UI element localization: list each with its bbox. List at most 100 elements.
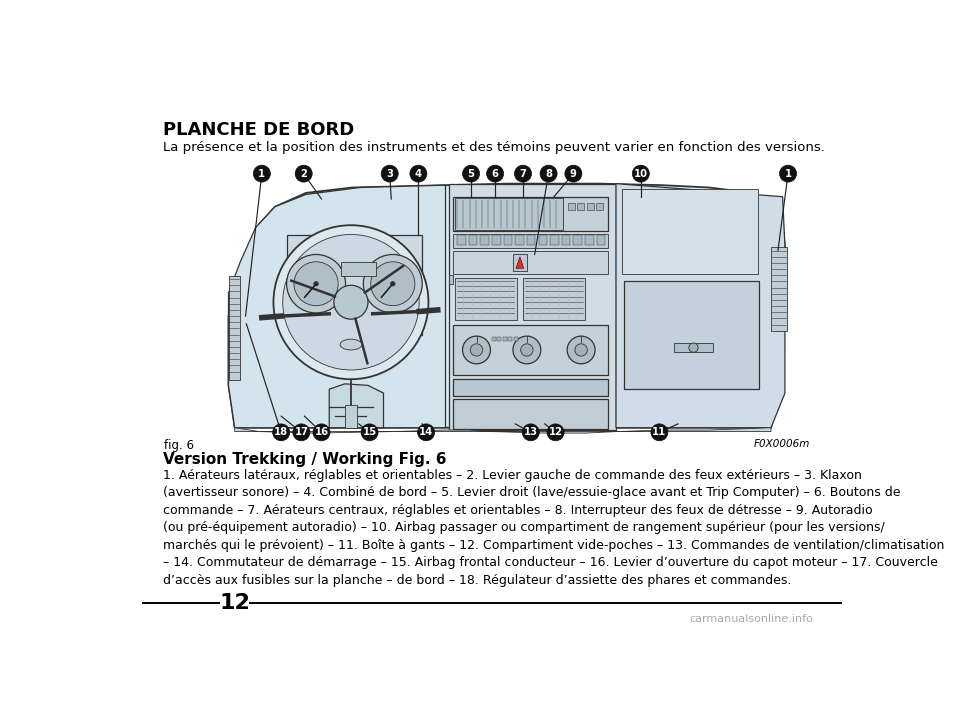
Bar <box>674 343 713 352</box>
Circle shape <box>391 281 396 286</box>
Text: 9: 9 <box>570 169 577 179</box>
Text: 1. Aérateurs latéraux, réglables et orientables – 2. Levier gauche de commande d: 1. Aérateurs latéraux, réglables et orie… <box>162 469 944 586</box>
Polygon shape <box>616 184 785 428</box>
Circle shape <box>520 344 533 356</box>
Bar <box>622 189 757 274</box>
Text: 8: 8 <box>545 169 552 179</box>
Circle shape <box>334 285 368 319</box>
Circle shape <box>294 262 338 306</box>
Bar <box>453 379 609 396</box>
Bar <box>453 325 609 375</box>
Bar <box>527 235 536 245</box>
Bar <box>596 235 605 245</box>
Circle shape <box>361 424 378 441</box>
Circle shape <box>283 235 420 370</box>
Circle shape <box>567 336 595 364</box>
Circle shape <box>293 424 310 441</box>
Circle shape <box>363 255 422 313</box>
Bar <box>516 235 524 245</box>
Bar <box>573 235 582 245</box>
Text: 6: 6 <box>492 169 498 179</box>
Bar <box>585 235 593 245</box>
Ellipse shape <box>340 339 362 350</box>
Circle shape <box>273 424 290 441</box>
Bar <box>453 234 609 247</box>
Bar <box>449 184 616 430</box>
Text: Version Trekking / Working Fig. 6: Version Trekking / Working Fig. 6 <box>162 452 446 467</box>
Bar <box>453 399 609 428</box>
Polygon shape <box>228 184 785 428</box>
Circle shape <box>410 165 427 182</box>
Bar <box>539 235 547 245</box>
Text: 17: 17 <box>295 428 308 437</box>
Circle shape <box>314 281 319 286</box>
Text: 1: 1 <box>784 169 792 179</box>
Text: 16: 16 <box>315 428 328 437</box>
Text: 3: 3 <box>386 169 394 179</box>
Bar <box>771 247 786 332</box>
Circle shape <box>540 165 557 182</box>
Text: 13: 13 <box>524 428 538 437</box>
Circle shape <box>689 343 698 352</box>
Circle shape <box>463 336 491 364</box>
Circle shape <box>313 424 330 441</box>
Bar <box>228 276 240 380</box>
Circle shape <box>418 424 435 441</box>
Text: 14: 14 <box>419 428 433 437</box>
Text: F0X0006m: F0X0006m <box>754 438 809 449</box>
Circle shape <box>564 165 582 182</box>
Text: 7: 7 <box>519 169 526 179</box>
Polygon shape <box>228 185 445 428</box>
Bar <box>492 337 496 341</box>
Text: La présence et la position des instruments et des témoins peuvent varier en fonc: La présence et la position des instrumen… <box>162 141 825 155</box>
Circle shape <box>463 165 480 182</box>
Bar <box>455 278 516 320</box>
Bar <box>287 235 422 335</box>
Bar <box>624 281 759 389</box>
Circle shape <box>487 165 504 182</box>
Bar <box>492 235 500 245</box>
Text: 12: 12 <box>548 428 563 437</box>
Bar <box>504 235 512 245</box>
Circle shape <box>513 336 540 364</box>
Bar <box>453 196 609 231</box>
Text: 10: 10 <box>634 169 648 179</box>
Bar <box>503 337 507 341</box>
Polygon shape <box>234 428 771 433</box>
Circle shape <box>780 165 797 182</box>
Bar <box>513 254 527 271</box>
Text: 18: 18 <box>275 428 288 437</box>
Text: 4: 4 <box>415 169 422 179</box>
Bar <box>550 235 559 245</box>
Circle shape <box>274 225 428 379</box>
Text: 5: 5 <box>468 169 474 179</box>
Text: 2: 2 <box>300 169 307 179</box>
Polygon shape <box>329 384 383 428</box>
Circle shape <box>633 165 649 182</box>
Bar <box>497 337 501 341</box>
Circle shape <box>515 165 532 182</box>
Bar <box>587 203 593 210</box>
Circle shape <box>651 424 668 441</box>
Bar <box>341 262 375 276</box>
Bar <box>480 235 489 245</box>
Circle shape <box>470 344 483 356</box>
Polygon shape <box>516 257 524 268</box>
Circle shape <box>547 424 564 441</box>
Text: fig. 6: fig. 6 <box>164 438 194 452</box>
Text: carmanualsonline.info: carmanualsonline.info <box>689 614 814 624</box>
Text: 11: 11 <box>652 428 666 437</box>
Text: 1: 1 <box>258 169 265 179</box>
Bar <box>455 199 564 230</box>
Bar <box>562 235 570 245</box>
Circle shape <box>287 255 346 313</box>
Polygon shape <box>449 275 453 284</box>
Bar <box>568 203 575 210</box>
Bar <box>577 203 585 210</box>
Bar <box>523 278 585 320</box>
Bar <box>453 250 609 274</box>
Bar <box>596 203 603 210</box>
Circle shape <box>381 165 398 182</box>
Bar <box>468 235 477 245</box>
Circle shape <box>295 165 312 182</box>
